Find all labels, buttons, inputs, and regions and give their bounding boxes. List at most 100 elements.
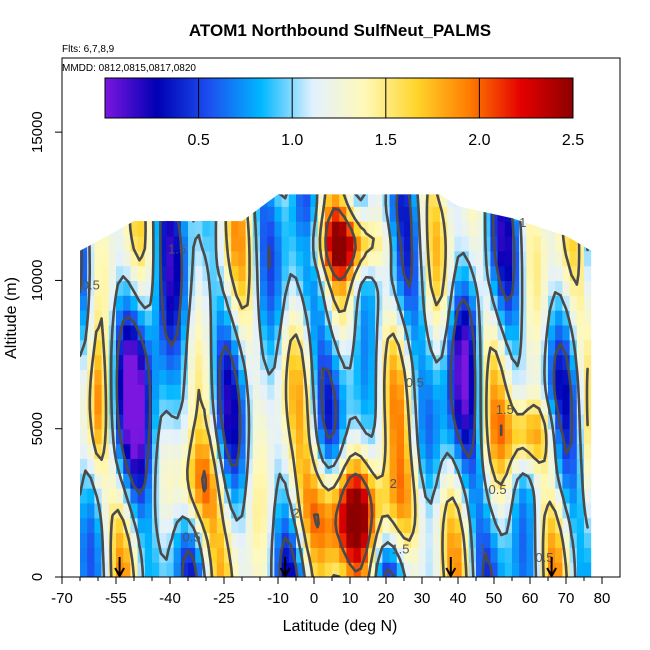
heatmap-cell [454,473,463,489]
heatmap-cell [404,265,412,282]
heatmap-cell [396,265,405,282]
heatmap-cell [317,354,326,370]
heatmap-cell [346,324,355,341]
heatmap-cell [195,310,203,326]
heatmap-cell [476,221,484,237]
heatmap-cell [137,265,146,282]
heatmap-cell [396,280,405,296]
heatmap-cell [296,473,304,489]
heatmap-cell [375,473,383,489]
heatmap-cell [231,206,239,222]
heatmap-cell [533,547,542,563]
heatmap-cell [274,354,283,370]
heatmap-cell [332,384,340,400]
heatmap-cell [569,488,578,504]
heatmap-cell [324,295,333,311]
heatmap-cell [101,502,110,519]
heatmap-cell [303,517,311,534]
heatmap-cell [274,413,283,430]
heatmap-cell [476,488,484,504]
heatmap-cell [137,488,146,504]
heatmap-cell [512,502,520,519]
heatmap-cell [238,250,247,267]
heatmap-cell [432,517,441,534]
heatmap-cell [108,384,117,400]
heatmap-cell [375,354,383,370]
flights-label: Flts: 6,7,8,9 [62,44,115,55]
heatmap-cell [512,413,520,430]
heatmap-cell [476,194,484,207]
heatmap-cell [267,428,275,445]
heatmap-cell [80,547,88,563]
heatmap-cell [447,517,455,534]
heatmap-cell [116,235,124,252]
heatmap-cell [569,250,578,267]
heatmap-cell [130,369,139,385]
heatmap-cell [94,221,103,237]
heatmap-cell [173,562,182,577]
heatmap-cell [267,413,275,430]
heatmap-cell [490,369,499,385]
heatmap-cell [555,532,563,548]
heatmap-cell [454,194,463,207]
heatmap-cell [303,502,311,519]
heatmap-cell [512,194,520,207]
heatmap-cell [411,194,419,207]
heatmap-cell [173,280,182,296]
heatmap-cell [216,443,225,459]
heatmap-cell [159,339,167,356]
contour-label: 0.5 [489,482,507,497]
heatmap-cell [80,502,88,519]
heatmap-cell [504,194,513,207]
heatmap-cell [288,235,297,252]
heatmap-cell [80,206,88,222]
heatmap-cell [526,458,535,474]
heatmap-cell [224,354,232,370]
heatmap-cell [504,295,513,311]
heatmap-cell [166,413,175,430]
heatmap-cell [375,339,383,356]
heatmap-cell [180,265,189,282]
y-tick-label: 0 [29,573,46,581]
heatmap-cell [130,413,139,430]
heatmap-cell [245,194,254,207]
heatmap-cell [281,502,290,519]
heatmap-cell [576,280,585,296]
heatmap-cell [540,502,549,519]
heatmap-cell [540,295,549,311]
heatmap-cell [87,547,95,563]
heatmap-cell [548,399,556,415]
heatmap-cell [497,384,506,400]
heatmap-cell [324,324,333,341]
heatmap-cell [281,250,290,267]
heatmap-cell [87,517,95,534]
heatmap-cell [324,235,333,252]
heatmap-cell [490,517,499,534]
heatmap-cell [382,458,391,474]
heatmap-cell [195,250,203,267]
heatmap-cell [238,324,247,341]
heatmap-cell [389,517,398,534]
heatmap-cell [260,473,268,489]
heatmap-cell [461,428,470,445]
heatmap-cell [101,280,110,296]
heatmap-cell [353,399,362,415]
heatmap-cell [360,502,369,519]
heatmap-cell [123,473,131,489]
heatmap-cell [519,399,527,415]
heatmap-cell [519,458,527,474]
heatmap-cell [231,473,239,489]
heatmap-cell [360,295,369,311]
heatmap-cell [497,399,506,415]
heatmap-cell [519,473,527,489]
heatmap-cell [288,517,297,534]
heatmap-cell [454,221,463,237]
heatmap-cell [389,265,398,282]
heatmap-cell [382,324,391,341]
heatmap-cell [375,280,383,296]
heatmap-cell [173,458,182,474]
heatmap-cell [576,547,585,563]
heatmap-cell [584,339,592,356]
heatmap-cell [116,488,124,504]
